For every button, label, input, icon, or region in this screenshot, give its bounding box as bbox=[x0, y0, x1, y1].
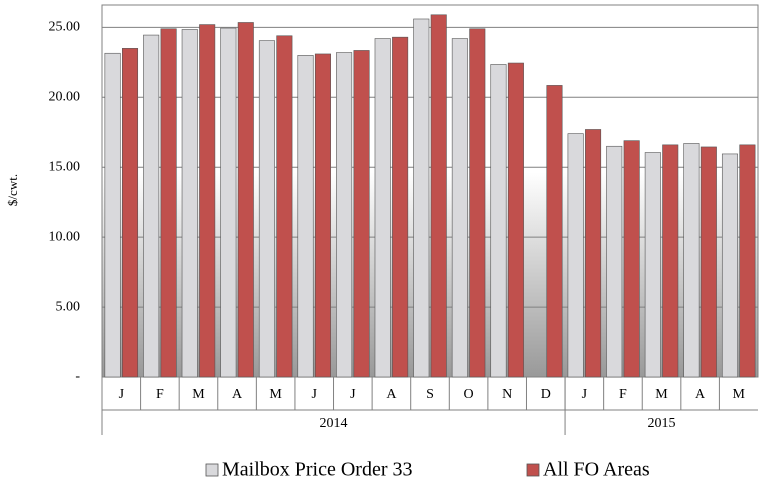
x-tick-label: M bbox=[192, 387, 205, 402]
bar bbox=[143, 34, 160, 378]
x-tick-label: J bbox=[312, 387, 318, 402]
y-tick-label: 5.00 bbox=[56, 299, 81, 314]
y-axis-label: $/cwt. bbox=[5, 174, 20, 206]
bar bbox=[258, 40, 275, 378]
bar bbox=[490, 64, 507, 378]
bar bbox=[314, 53, 331, 378]
bar bbox=[644, 152, 661, 378]
bar bbox=[392, 36, 409, 378]
x-tick-label: J bbox=[119, 387, 125, 402]
legend-label: Mailbox Price Order 33 bbox=[222, 459, 413, 481]
x-tick-label: A bbox=[232, 387, 243, 402]
bar bbox=[469, 28, 486, 378]
x-tick-label: M bbox=[732, 387, 745, 402]
y-tick-label: - bbox=[75, 369, 80, 384]
legend-swatch bbox=[526, 463, 540, 477]
bar bbox=[336, 52, 353, 378]
bar bbox=[700, 146, 717, 378]
bar bbox=[546, 85, 563, 378]
bar bbox=[451, 38, 468, 378]
x-tick-label: O bbox=[464, 387, 474, 402]
x-tick-label: A bbox=[386, 387, 397, 402]
bar bbox=[430, 14, 447, 378]
group-label: 2015 bbox=[648, 416, 676, 431]
y-tick-label: 20.00 bbox=[49, 90, 81, 105]
bar bbox=[721, 153, 739, 378]
bar bbox=[220, 27, 237, 378]
x-tick-label: F bbox=[156, 387, 164, 402]
bar bbox=[353, 50, 370, 378]
bar bbox=[507, 62, 524, 378]
bar bbox=[662, 144, 679, 378]
bar bbox=[104, 52, 121, 378]
x-tick-label: D bbox=[541, 387, 551, 402]
legend-label: All FO Areas bbox=[543, 459, 650, 481]
x-tick-label: M bbox=[269, 387, 282, 402]
y-tick-label: 10.00 bbox=[49, 229, 81, 244]
bar bbox=[199, 24, 216, 378]
bar bbox=[297, 55, 314, 378]
bar bbox=[237, 22, 254, 378]
bar bbox=[374, 38, 391, 378]
group-label: 2014 bbox=[320, 416, 348, 431]
x-tick-label: S bbox=[426, 387, 434, 402]
bar bbox=[276, 35, 293, 378]
x-tick-label: J bbox=[582, 387, 588, 402]
bar bbox=[585, 129, 602, 378]
y-tick-label: 25.00 bbox=[49, 20, 81, 35]
bar bbox=[413, 18, 430, 378]
x-tick-label: N bbox=[502, 387, 512, 402]
bar bbox=[739, 144, 756, 378]
x-tick-label: M bbox=[655, 387, 668, 402]
bar bbox=[623, 140, 640, 378]
x-tick-label: F bbox=[619, 387, 627, 402]
bar bbox=[121, 48, 139, 378]
x-tick-label: J bbox=[350, 387, 356, 402]
legend-swatch bbox=[205, 463, 219, 477]
bar bbox=[181, 29, 198, 378]
bar bbox=[606, 145, 623, 378]
y-tick-label: 15.00 bbox=[49, 159, 81, 174]
bar bbox=[683, 143, 700, 378]
x-tick-label: A bbox=[695, 387, 706, 402]
bar bbox=[160, 28, 177, 378]
bar bbox=[567, 133, 584, 378]
